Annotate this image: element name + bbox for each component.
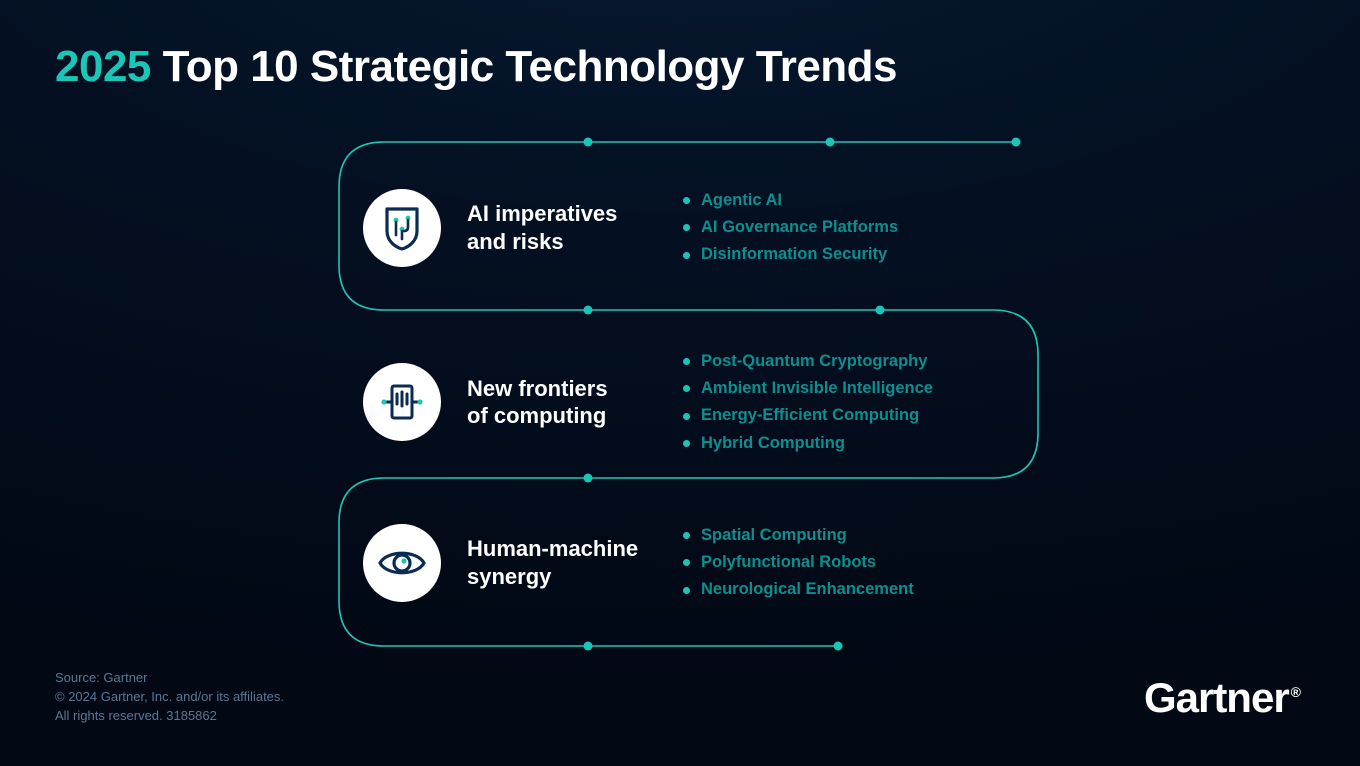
trend-item: Ambient Invisible Intelligence	[683, 375, 933, 402]
trend-item: Agentic AI	[683, 187, 898, 214]
trend-item: AI Governance Platforms	[683, 214, 898, 241]
title-year: 2025	[55, 42, 151, 91]
trend-item: Energy-Efficient Computing	[683, 402, 933, 429]
footer-line: © 2024 Gartner, Inc. and/or its affiliat…	[55, 688, 284, 707]
path-node-dot	[584, 474, 593, 483]
eye-icon	[363, 524, 441, 602]
brand-logo: Gartner®	[1144, 674, 1300, 722]
category-items: Agentic AIAI Governance PlatformsDisinfo…	[683, 187, 898, 269]
category-ai-imperatives: AI imperatives and risks Agentic AIAI Go…	[363, 187, 1063, 269]
footer-attribution: Source: Gartner © 2024 Gartner, Inc. and…	[55, 669, 284, 726]
path-node-dot	[876, 306, 885, 315]
trend-item: Polyfunctional Robots	[683, 549, 914, 576]
page-title: 2025 Top 10 Strategic Technology Trends	[55, 42, 897, 92]
trend-item: Disinformation Security	[683, 241, 898, 268]
footer-line: Source: Gartner	[55, 669, 284, 688]
category-title: Human-machine synergy	[467, 535, 647, 590]
infographic-stage: 2025 Top 10 Strategic Technology Trends …	[0, 0, 1360, 766]
path-node-dot	[826, 138, 835, 147]
shield-icon	[363, 189, 441, 267]
category-items: Post-Quantum CryptographyAmbient Invisib…	[683, 348, 933, 457]
path-node-dot	[584, 306, 593, 315]
path-node-dot	[584, 138, 593, 147]
category-new-frontiers: New frontiers of computing Post-Quantum …	[363, 348, 1063, 457]
path-node-dot	[584, 642, 593, 651]
title-rest: Top 10 Strategic Technology Trends	[151, 42, 897, 91]
chip-icon	[363, 363, 441, 441]
path-node-dot	[1012, 138, 1021, 147]
path-node-dot	[834, 642, 843, 651]
category-items: Spatial ComputingPolyfunctional RobotsNe…	[683, 522, 914, 604]
trend-item: Hybrid Computing	[683, 430, 933, 457]
trend-item: Spatial Computing	[683, 522, 914, 549]
trend-item: Neurological Enhancement	[683, 576, 914, 603]
registered-mark: ®	[1291, 684, 1300, 700]
trend-item: Post-Quantum Cryptography	[683, 348, 933, 375]
category-title: AI imperatives and risks	[467, 200, 647, 255]
category-human-machine: Human-machine synergy Spatial ComputingP…	[363, 522, 1063, 604]
category-title: New frontiers of computing	[467, 375, 647, 430]
footer-line: All rights reserved. 3185862	[55, 707, 284, 726]
